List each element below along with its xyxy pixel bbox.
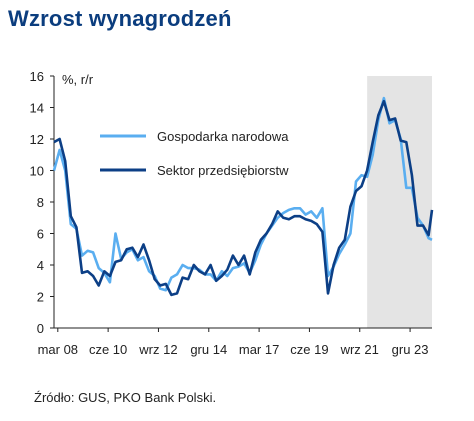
series-line-gospodarka	[52, 96, 433, 292]
y-tick-label: 6	[37, 227, 44, 242]
y-tick-label: 2	[37, 290, 44, 305]
x-tick-label: mar 08	[38, 342, 78, 357]
x-tick-label: wrz 21	[340, 342, 379, 357]
x-tick-label: gru 14	[190, 342, 227, 357]
x-tick-label: cze 19	[290, 342, 328, 357]
legend-label-sektor: Sektor przedsiębiorstw	[157, 163, 289, 178]
y-axis-ticks: 0 2 4 6 8 10 12 14 16	[30, 69, 54, 336]
chart-title: Wzrost wynagrodzeń	[8, 6, 232, 31]
y-tick-label: 8	[37, 195, 44, 210]
y-tick-label: 0	[37, 321, 44, 336]
series-line-sektor	[53, 99, 434, 297]
y-axis-label: %, r/r	[62, 72, 94, 87]
x-tick-label: mar 17	[239, 342, 279, 357]
series-lines	[52, 96, 434, 297]
y-tick-label: 10	[30, 164, 44, 179]
legend-label-gospodarka: Gospodarka narodowa	[157, 129, 289, 144]
source-note: Źródło: GUS, PKO Bank Polski.	[34, 390, 217, 405]
y-tick-label: 14	[30, 101, 44, 116]
x-tick-label: cze 10	[89, 342, 127, 357]
x-tick-label: wrz 12	[138, 342, 177, 357]
x-axis-ticks: mar 08 cze 10 wrz 12 gru 14 mar 17 cze 19 wrz …	[38, 328, 429, 357]
x-tick-label: gru 23	[392, 342, 429, 357]
y-tick-label: 16	[30, 69, 44, 84]
y-tick-label: 4	[37, 258, 44, 273]
shaded-forecast-region	[367, 76, 432, 328]
y-tick-label: 12	[30, 132, 44, 147]
legend: Gospodarka narodowa Sektor przedsiębiors…	[100, 129, 289, 178]
